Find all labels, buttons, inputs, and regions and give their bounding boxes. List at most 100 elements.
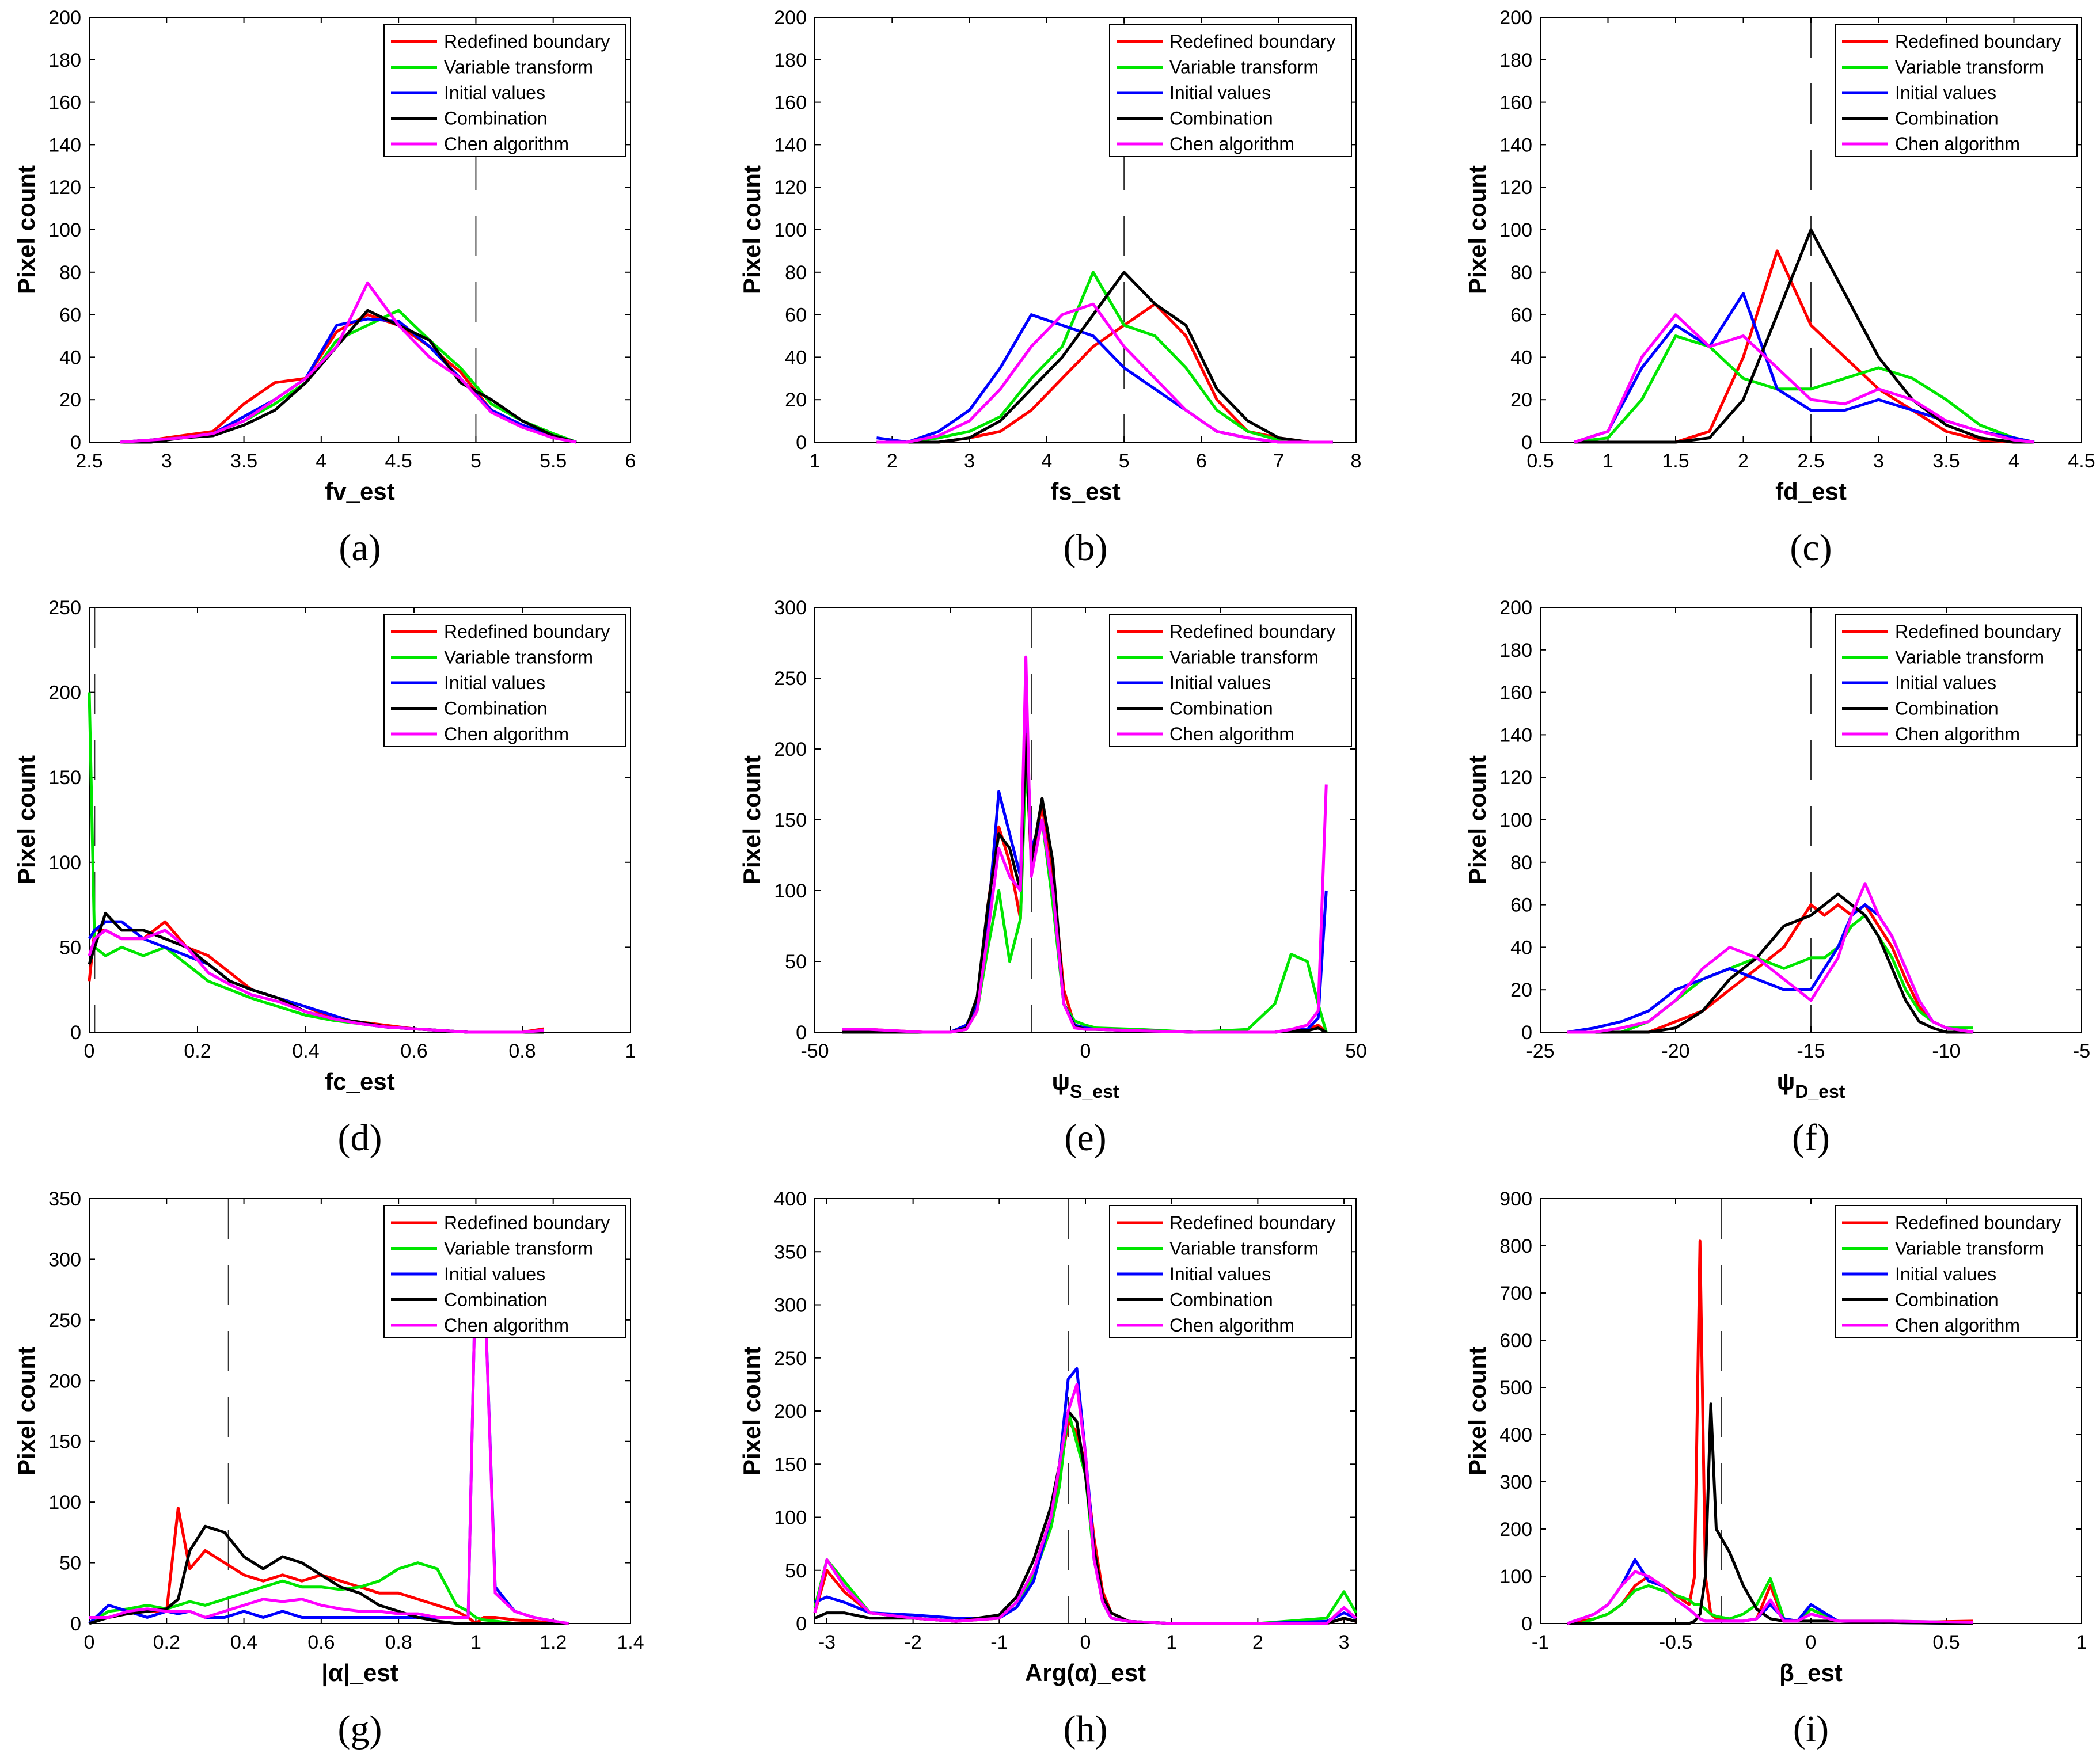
y-axis-label: Pixel count <box>738 755 765 884</box>
series-line-3 <box>1567 892 1973 1034</box>
x-tick-label: -20 <box>1661 1040 1689 1062</box>
x-tick-label: 1.5 <box>1662 450 1689 472</box>
panel-label: (f) <box>1792 1117 1830 1159</box>
y-tick-label: 180 <box>1499 640 1532 661</box>
legend-label: Combination <box>1895 1290 1999 1310</box>
series-line-3 <box>1574 228 2034 444</box>
legend-label: Redefined boundary <box>444 31 610 52</box>
legend-label: Variable transform <box>1169 647 1319 668</box>
y-tick-label: 80 <box>1510 852 1532 874</box>
legend-label: Initial values <box>1895 82 1996 103</box>
y-tick-label: 40 <box>59 347 81 368</box>
y-tick-label: 400 <box>1499 1424 1532 1446</box>
x-axis-label: fv_est <box>325 478 394 505</box>
y-tick-label: 60 <box>785 305 807 326</box>
legend-label: Redefined boundary <box>1895 1212 2061 1233</box>
y-tick-label: 120 <box>48 177 81 199</box>
y-tick-label: 100 <box>1499 809 1532 831</box>
y-tick-label: 300 <box>48 1249 81 1271</box>
legend-label: Variable transform <box>1895 57 2044 78</box>
legend-box <box>383 1205 626 1338</box>
y-tick-label: 100 <box>1499 1566 1532 1588</box>
legend-label: Redefined boundary <box>1169 1212 1335 1233</box>
y-tick-label: 300 <box>1499 1471 1532 1493</box>
x-tick-label: 2 <box>1738 450 1749 472</box>
series-line-3 <box>876 271 1333 444</box>
y-tick-label: 0 <box>796 1613 807 1635</box>
x-tick-label: 5 <box>470 450 481 472</box>
y-tick-label: 500 <box>1499 1377 1532 1399</box>
x-tick-label: -0.5 <box>1659 1632 1693 1653</box>
x-axis-label: ψD_est <box>1777 1068 1845 1102</box>
legend-label: Variable transform <box>1169 1238 1319 1259</box>
y-tick-label: 250 <box>48 1310 81 1332</box>
x-tick-label: 1 <box>470 1632 481 1653</box>
y-tick-label: 140 <box>1499 724 1532 746</box>
x-tick-label: 6 <box>1196 450 1207 472</box>
x-tick-label: 50 <box>1345 1040 1367 1062</box>
panel-label: (a) <box>339 527 381 569</box>
y-tick-label: 120 <box>1499 177 1532 199</box>
y-tick-label: 200 <box>1499 597 1532 619</box>
legend-label: Initial values <box>1169 82 1271 103</box>
series-line-1 <box>876 271 1333 444</box>
panel-label: (h) <box>1064 1708 1108 1750</box>
legend-label: Chen algorithm <box>444 724 569 744</box>
legend-label: Chen algorithm <box>444 134 569 154</box>
x-tick-label: 4 <box>316 450 326 472</box>
y-axis-label: Pixel count <box>738 165 765 294</box>
x-tick-label: 3.5 <box>1932 450 1960 472</box>
y-tick-label: 350 <box>48 1188 81 1210</box>
x-axis-label-main: fd_est <box>1775 478 1847 505</box>
x-tick-label: 0 <box>1080 1632 1091 1653</box>
legend-label: Variable transform <box>444 1238 593 1259</box>
x-tick-label: -1 <box>990 1632 1008 1653</box>
series-line-4 <box>813 1383 1357 1625</box>
x-tick-label: 0 <box>84 1040 95 1062</box>
legend-label: Chen algorithm <box>1169 134 1294 154</box>
legend-label: Chen algorithm <box>1169 724 1294 744</box>
y-tick-label: 140 <box>1499 134 1532 156</box>
y-tick-label: 100 <box>774 880 807 902</box>
chart-panel-b: 0 20 40 60 80 100 120 140 160 180 200 1 2 3 4 5 6 7 8 Redef… <box>738 7 1361 569</box>
y-tick-label: 180 <box>48 50 81 71</box>
legend-label: Variable transform <box>444 57 593 78</box>
x-axis-label-main: fs_est <box>1050 478 1120 505</box>
y-tick-label: 200 <box>48 682 81 704</box>
x-tick-label: 0.4 <box>230 1632 257 1653</box>
y-tick-label: 0 <box>796 1022 807 1044</box>
y-tick-label: 50 <box>59 937 81 959</box>
legend-label: Combination <box>1169 108 1273 129</box>
y-tick-label: 50 <box>785 1560 807 1582</box>
x-tick-label: 5 <box>1119 450 1130 472</box>
x-tick-label: 0.6 <box>400 1040 427 1062</box>
x-tick-label: 3.5 <box>230 450 257 472</box>
x-tick-label: 0 <box>84 1632 95 1653</box>
x-tick-label: 1 <box>810 450 821 472</box>
legend-label: Initial values <box>444 672 545 693</box>
x-tick-label: 2.5 <box>1797 450 1824 472</box>
legend-label: Variable transform <box>1895 1238 2044 1259</box>
y-tick-label: 250 <box>774 668 807 690</box>
chart-panel-a: 0 20 40 60 80 100 120 140 160 180 200 2.5 3 3.5 4 4.5 5 5… <box>13 7 636 569</box>
legend-label: Initial values <box>444 82 545 103</box>
legend-box <box>383 614 626 747</box>
y-tick-label: 150 <box>48 1431 81 1453</box>
legend-label: Combination <box>1169 1290 1273 1310</box>
x-axis-label-main: fc_est <box>325 1068 394 1095</box>
y-tick-label: 300 <box>774 1295 807 1317</box>
y-tick-label: 0 <box>796 432 807 454</box>
x-axis-label: fs_est <box>1050 478 1120 505</box>
x-tick-label: 3 <box>161 450 172 472</box>
y-axis-label: Pixel count <box>1464 755 1491 884</box>
x-tick-label: 4 <box>1041 450 1052 472</box>
y-tick-label: 60 <box>1510 895 1532 916</box>
y-tick-label: 140 <box>48 134 81 156</box>
x-tick-label: -10 <box>1932 1040 1960 1062</box>
legend-box <box>1835 614 2078 747</box>
x-tick-label: 8 <box>1351 450 1362 472</box>
y-tick-label: 80 <box>1510 262 1532 284</box>
x-tick-label: 2.5 <box>75 450 102 472</box>
legend-label: Chen algorithm <box>1169 1315 1294 1336</box>
